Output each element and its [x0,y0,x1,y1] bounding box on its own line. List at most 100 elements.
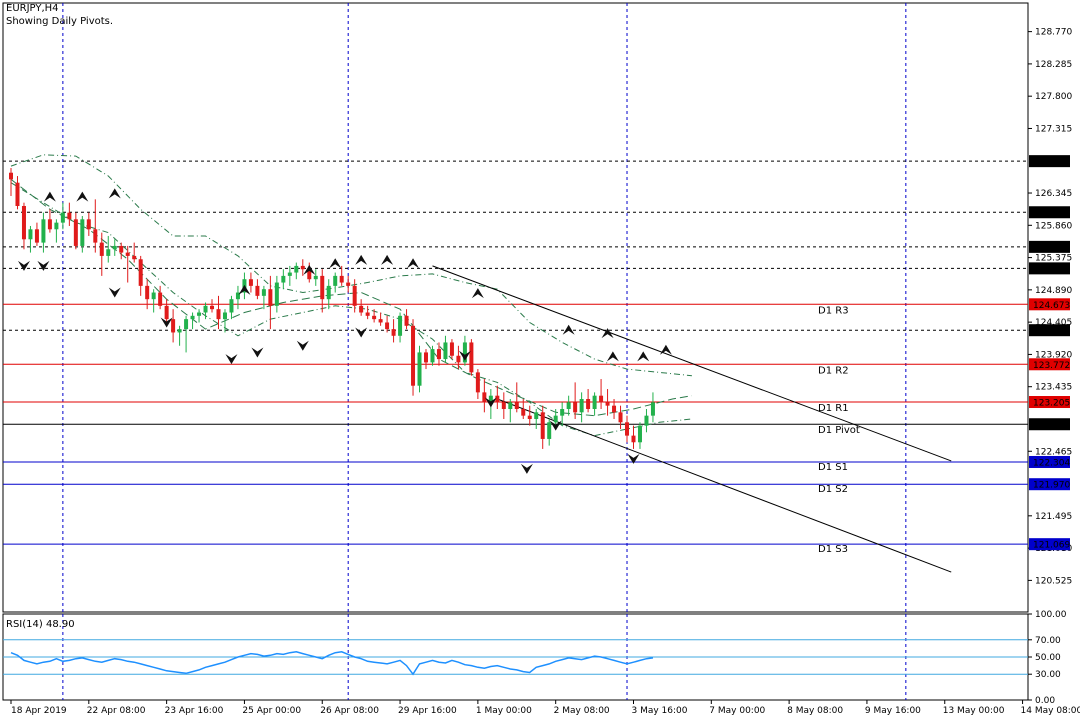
x-tick-label: 7 May 00:00 [709,706,765,716]
candle-body-bear [540,412,545,439]
pivot-price-label: 124.673 [1033,301,1070,311]
candle-body-bear [339,275,344,283]
x-tick-label: 25 Apr 00:00 [242,706,301,716]
fractal-down-arrow [160,317,173,328]
horizontal-level-tag [1029,324,1070,337]
fractal-down-arrow [549,420,562,431]
pivot-price-label: 121.069 [1033,541,1070,551]
y-tick-label: 128.770 [1035,28,1072,38]
candle-body-bear [119,245,124,253]
x-tick-label: 29 Apr 16:00 [398,706,457,716]
fractal-up-arrow [562,324,575,335]
candle-body-bear [631,435,636,443]
x-tick-label: 13 May 00:00 [943,706,1005,716]
candle-body-bear [365,312,370,316]
candle-body-bull [592,395,597,409]
candle-body-bull [261,289,266,296]
fractal-up-arrow [108,188,121,199]
pivot-price-tag [1029,396,1070,409]
y-tick-label: 124.890 [1035,286,1072,296]
candle-body-bull [488,395,493,403]
rsi-tick-label: 0.00 [1035,696,1055,706]
y-tick-label: 127.800 [1035,92,1072,102]
y-tick-label: 125.375 [1035,254,1072,264]
envelope-upper-line [10,154,692,377]
y-tick-label: 127.315 [1035,124,1072,134]
candle-body-bull [184,319,189,330]
candle-body-bull [534,412,539,419]
candle-body-bear [21,206,26,240]
candle-body-bull [650,402,655,416]
envelope-lower-line [10,182,692,437]
candle-body-bear [255,285,260,296]
x-tick-label: 14 May 08:00 [1021,706,1080,716]
candle-body-bear [456,355,461,363]
candle-body-bull [417,352,422,386]
candle-body-bull [229,299,234,313]
pivot-price-tag [1029,358,1070,371]
candle-body-bull [54,222,59,230]
candle-body-bear [93,229,98,243]
candle-body-bull [644,415,649,426]
candle-body-bear [47,219,52,230]
horizontal-level-label: 125.213 [1033,265,1070,275]
x-tick-label: 26 Apr 08:00 [320,706,379,716]
fractal-down-arrow [484,397,497,408]
candle-body-bear [307,269,312,280]
rsi-label: RSI(14) 48.90 [6,619,75,630]
x-tick-label: 8 May 08:00 [787,706,843,716]
main-pane-frame [2,2,1029,613]
pivot-price-tag [1029,298,1070,311]
candle-body-bear [138,259,143,286]
x-tick-label: 9 May 16:00 [865,706,921,716]
fractal-up-arrow [471,288,484,299]
candle-body-bull [41,219,46,243]
pivot-level-name: D1 S3 [818,544,848,555]
candle-body-bull [637,425,642,443]
horizontal-level-tag [1029,206,1070,219]
y-tick-label: 125.860 [1035,221,1072,231]
candle-body-bear [514,402,519,409]
candle-body-bear [346,282,351,286]
x-tick-label: 18 Apr 2019 [11,706,67,716]
candle-body-bull [333,275,338,286]
horizontal-level-label: 126.824 [1033,158,1070,168]
horizontal-level-tag [1029,155,1070,168]
y-tick-label: 123.435 [1035,383,1072,393]
candle-body-bear [67,212,72,220]
y-tick-label: 122.465 [1035,447,1072,457]
candle-body-bear [171,319,176,333]
candle-body-bull [235,292,240,300]
pivot-price-tag [1029,478,1070,491]
y-tick-label: 120.525 [1035,576,1072,586]
candle-body-bear [73,219,78,246]
y-tick-label: 121.495 [1035,512,1072,522]
candle-body-bull [190,315,195,320]
candle-body-bull [547,422,552,439]
pivot-level-name: D1 S1 [818,462,848,473]
candle-body-bull [151,292,156,300]
fractal-up-arrow [238,284,251,295]
fractal-up-arrow [329,258,342,269]
pivot-price-label: 121.970 [1033,481,1070,491]
y-tick-label: 128.285 [1035,60,1072,70]
candle-body-bear [404,315,409,326]
pivot-level-name: D1 R3 [818,305,849,316]
candle-body-bull [313,275,318,280]
candle-body-bull [28,229,33,240]
candle-body-bear [385,322,390,330]
fractal-up-arrow [43,191,56,202]
horizontal-level-label: 124.284 [1033,327,1070,337]
candle-body-bear [618,412,623,423]
horizontal-level-label: 125.536 [1033,243,1070,253]
rsi-tick-label: 30.00 [1035,670,1061,680]
y-tick-label: 124.405 [1035,318,1072,328]
candle-body-bear [125,252,130,256]
x-tick-label: 2 May 08:00 [554,706,610,716]
candle-body-bear [132,255,137,260]
candle-body-bear [521,409,526,416]
fractal-up-arrow [76,191,89,202]
pivot-level-name: D1 S2 [818,484,848,495]
